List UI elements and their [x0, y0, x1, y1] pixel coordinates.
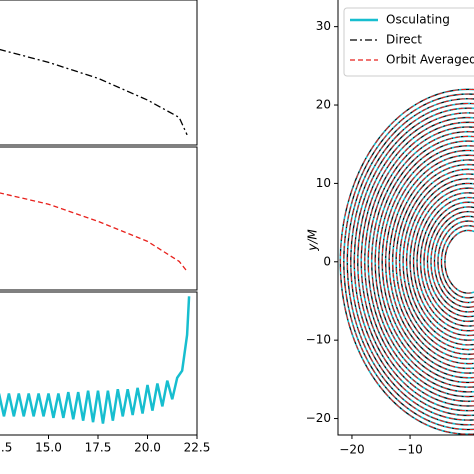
plot-frame [0, 0, 198, 146]
y-axis-label: y/M [306, 229, 320, 252]
legend-box [343, 7, 474, 77]
orbit-ring [423, 201, 474, 322]
orbit-group [339, 88, 474, 435]
orbit-ring [444, 229, 474, 294]
orbit-ring [353, 107, 474, 416]
orbit-ring [343, 93, 474, 430]
x-tick-label: 20.0 [134, 441, 161, 455]
orbit-ring [343, 93, 474, 430]
legend-label: Osculating [386, 13, 450, 27]
orbit-ring [371, 131, 474, 393]
orbit-ring [364, 121, 474, 402]
plot-frame [0, 146, 198, 291]
orbit-ring [339, 88, 474, 435]
orbit-ring [339, 88, 474, 435]
orbit-ring [412, 187, 474, 337]
orbit-ring [440, 225, 474, 299]
data-line [0, 48, 188, 136]
x-tick-label: −20 [339, 443, 364, 457]
orbit-ring [413, 187, 474, 336]
orbit-ring [399, 168, 474, 355]
orbit-ring [416, 192, 474, 332]
legend: Osculating Direct Orbit Averaged [343, 7, 474, 77]
orbit-ring [392, 159, 474, 365]
y-tick-label: 20 [316, 98, 331, 112]
orbit-ring [357, 112, 474, 412]
y-tick-label: −10 [306, 333, 331, 347]
x-tick-label: 12.5 [0, 441, 12, 455]
orbit-ring [444, 229, 474, 294]
orbit-ring [402, 173, 474, 351]
data-line [0, 296, 191, 424]
orbit-ring [440, 225, 474, 299]
x-tick-label: 17.5 [85, 441, 112, 455]
orbit-ring [413, 187, 474, 336]
y-tick-label: 10 [316, 176, 331, 190]
orbit-ring [350, 103, 474, 421]
orbit-ring [437, 220, 474, 304]
legend-label: Direct [386, 33, 422, 47]
orbit-ring [437, 220, 474, 304]
orbit-ring [385, 150, 474, 374]
x-tick-label: 22.5 [184, 441, 211, 455]
orbit-ring [409, 182, 474, 341]
y-tick-label: 0 [323, 254, 331, 268]
orbit-ring [440, 224, 474, 299]
plot-frame [337, 0, 474, 436]
orbit-ring [388, 154, 474, 369]
orbit-ring [374, 135, 474, 388]
orbit-ring [343, 93, 474, 431]
orbit-ring [395, 164, 474, 360]
orbit-ring [381, 145, 474, 379]
y-tick-label: 30 [316, 19, 331, 33]
x-tick-label: −10 [397, 443, 422, 457]
y-tick-label: −20 [306, 411, 331, 425]
orbit-ring [346, 98, 474, 426]
orbit-ring [444, 229, 474, 294]
x-tick-label: 15.0 [35, 441, 62, 455]
orbit-ring [437, 220, 474, 304]
plot-frame [0, 291, 198, 436]
orbit-ring [367, 126, 474, 398]
orbit-ring [420, 197, 474, 327]
data-line [0, 192, 188, 272]
orbit-ring [416, 192, 474, 332]
legend-label: Orbit Averaged [386, 53, 474, 67]
orbit-ring [360, 117, 474, 407]
orbit-ring [430, 211, 474, 313]
orbit-ring [406, 178, 474, 346]
orbit-ring [427, 206, 474, 318]
orbit-ring [433, 215, 474, 308]
orbit-ring [378, 140, 474, 383]
